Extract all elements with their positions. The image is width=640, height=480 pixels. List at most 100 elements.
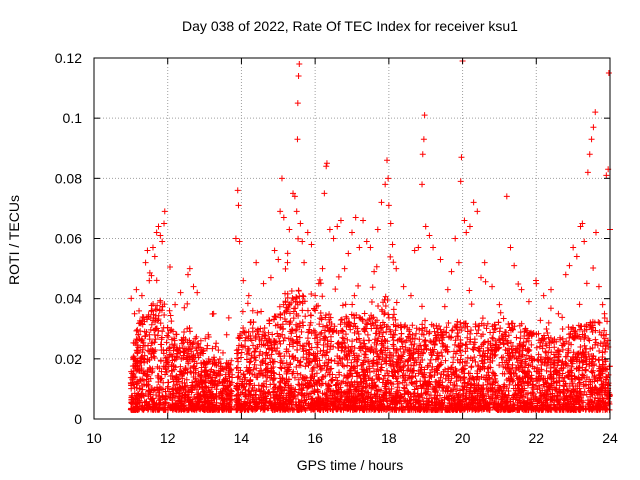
data-point	[542, 348, 549, 355]
data-point	[302, 313, 309, 320]
data-point	[328, 377, 335, 384]
data-point	[150, 311, 157, 318]
data-point	[387, 390, 394, 397]
data-point	[320, 341, 327, 348]
data-point	[281, 315, 288, 322]
data-point	[338, 316, 345, 323]
data-point	[321, 333, 328, 340]
data-point	[188, 348, 195, 355]
data-point	[378, 340, 385, 347]
data-point	[521, 364, 528, 371]
data-point	[592, 376, 599, 383]
data-point	[305, 355, 312, 362]
data-point	[413, 378, 420, 385]
data-point	[239, 381, 246, 388]
data-point	[452, 350, 459, 357]
data-point	[460, 375, 467, 382]
data-point	[242, 406, 249, 413]
data-point	[317, 310, 324, 317]
data-point	[589, 369, 596, 376]
data-point	[374, 317, 381, 324]
data-point	[400, 384, 407, 391]
data-point	[504, 365, 511, 372]
data-point	[208, 366, 215, 373]
data-point	[384, 404, 391, 411]
data-point	[544, 330, 551, 337]
data-point	[351, 320, 358, 327]
data-point	[529, 330, 536, 337]
data-point	[472, 358, 479, 365]
data-point	[590, 264, 597, 271]
data-point	[369, 315, 376, 322]
data-point	[237, 354, 244, 361]
data-point	[287, 360, 294, 367]
data-point	[160, 379, 167, 386]
data-point	[349, 301, 356, 308]
data-point	[260, 341, 267, 348]
data-point	[284, 401, 291, 408]
data-point	[159, 303, 166, 310]
data-point	[547, 382, 554, 389]
data-point	[183, 376, 190, 383]
data-point	[560, 399, 567, 406]
data-point	[420, 349, 427, 356]
data-point	[341, 372, 348, 379]
data-point	[146, 404, 153, 411]
data-point	[428, 339, 435, 346]
data-point	[299, 392, 306, 399]
data-point	[270, 358, 277, 365]
data-point	[416, 336, 423, 343]
data-point	[378, 406, 385, 413]
data-point	[360, 361, 367, 368]
data-point	[173, 331, 180, 338]
data-point	[261, 406, 268, 413]
data-point	[312, 329, 319, 336]
data-point	[543, 362, 550, 369]
data-point	[448, 364, 455, 371]
data-point	[206, 358, 213, 365]
data-point	[559, 325, 566, 332]
data-point	[559, 314, 566, 321]
data-point	[204, 342, 211, 349]
data-point	[303, 340, 310, 347]
data-point	[456, 347, 463, 354]
data-point	[165, 379, 172, 386]
data-point	[474, 362, 481, 369]
data-point	[374, 350, 381, 357]
data-point	[259, 351, 266, 358]
data-point	[318, 376, 325, 383]
data-point	[242, 374, 249, 381]
data-point	[152, 306, 159, 313]
data-point	[511, 354, 518, 361]
data-point	[320, 347, 327, 354]
data-point	[329, 392, 336, 399]
data-point	[450, 359, 457, 366]
data-point	[168, 361, 175, 368]
data-point	[285, 335, 292, 342]
data-point	[216, 356, 223, 363]
data-point	[289, 370, 296, 377]
data-point	[555, 357, 562, 364]
data-point	[495, 387, 502, 394]
data-point	[312, 351, 319, 358]
data-point	[157, 341, 164, 348]
data-point	[347, 367, 354, 374]
data-point	[306, 328, 313, 335]
data-point	[490, 401, 497, 408]
data-point	[427, 356, 434, 363]
data-point	[160, 350, 167, 357]
data-point	[433, 338, 440, 345]
data-point	[293, 364, 300, 371]
data-point	[143, 372, 150, 379]
data-point	[169, 376, 176, 383]
data-point	[556, 396, 563, 403]
data-point	[397, 324, 404, 331]
data-point	[485, 364, 492, 371]
data-point	[162, 355, 169, 362]
grid-lines	[94, 58, 610, 419]
data-point	[390, 343, 397, 350]
data-point	[554, 393, 561, 400]
data-point	[390, 381, 397, 388]
data-point	[559, 335, 566, 342]
